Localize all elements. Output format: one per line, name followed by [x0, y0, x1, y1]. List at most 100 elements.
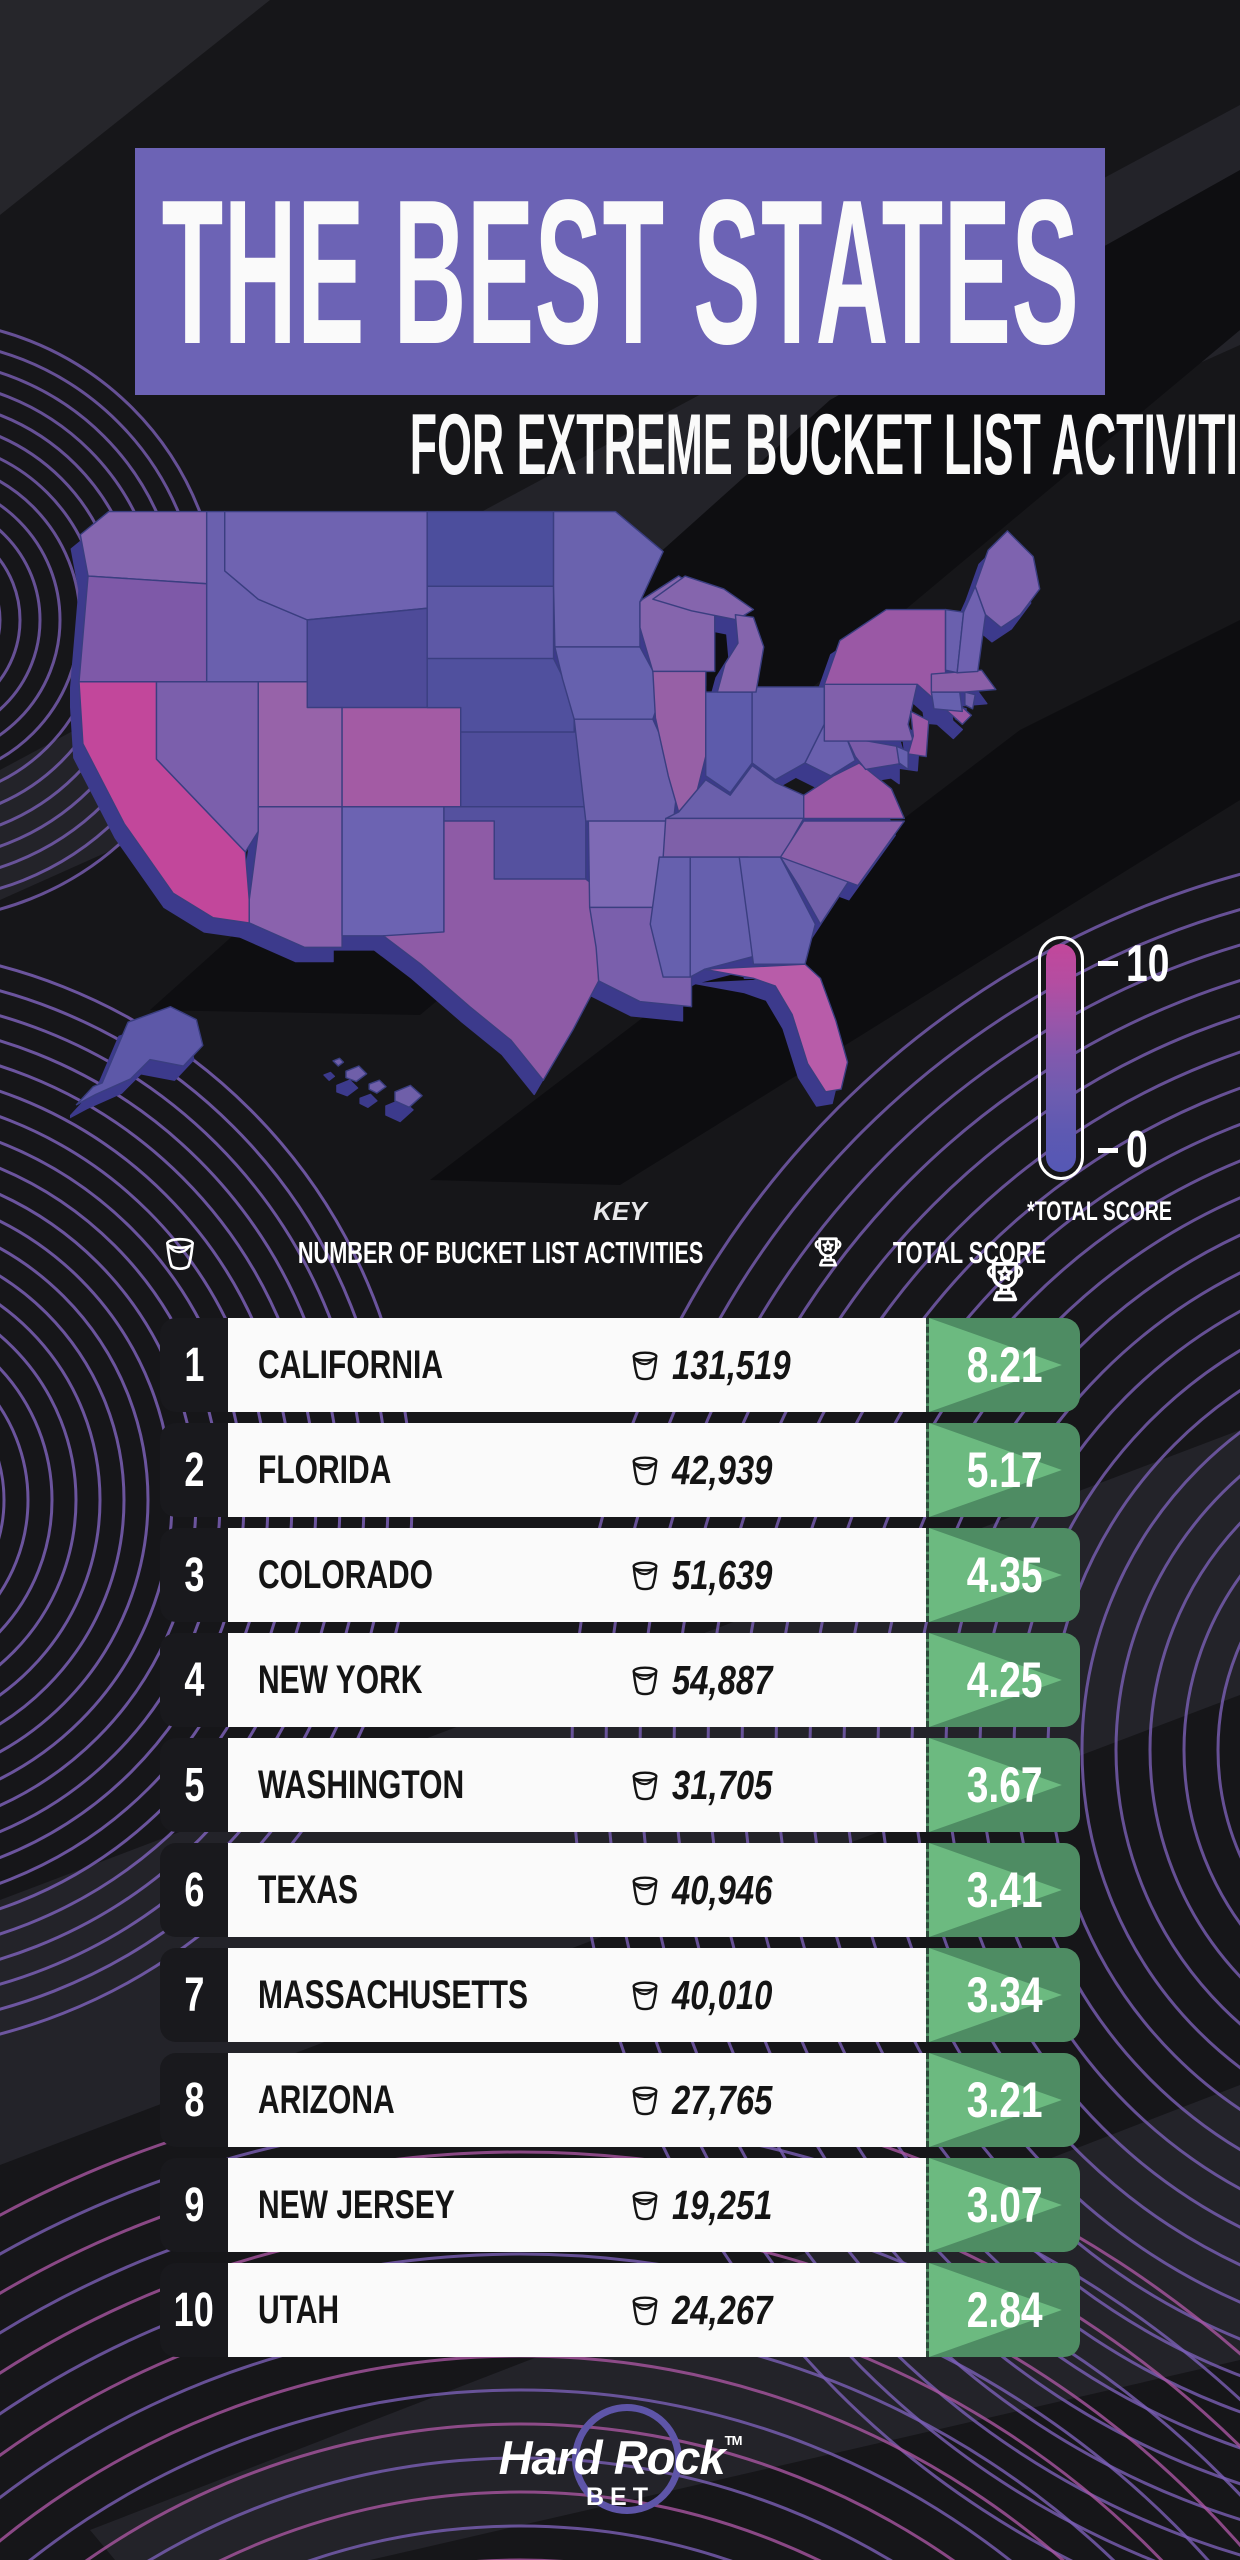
rank-badge: 5	[160, 1738, 228, 1832]
state-SD	[426, 585, 555, 660]
score-cell: 4.25	[926, 1633, 1080, 1727]
state-card: CALIFORNIA 131,519	[228, 1318, 926, 1412]
state-FL	[703, 963, 849, 1093]
state-card: NEW YORK 54,887	[228, 1633, 926, 1727]
state-OR	[78, 575, 208, 683]
bucket-icon	[628, 1768, 662, 1802]
rank-number: 10	[173, 2283, 215, 2337]
score-cell: 5.17	[926, 1423, 1080, 1517]
score-value: 8.21	[966, 1337, 1043, 1393]
state-MI-upper	[652, 575, 755, 621]
score-value: 4.25	[966, 1652, 1043, 1708]
state-name: NEW YORK	[258, 1657, 423, 1702]
rank-number: 2	[183, 1443, 205, 1497]
scale-max-label: 10	[1126, 935, 1170, 993]
table-row: 1 CALIFORNIA 131,519 8.21	[160, 1318, 1080, 1412]
state-MD	[845, 736, 905, 771]
title-banner: THE BEST STATES	[135, 148, 1105, 395]
state-AZ	[248, 806, 343, 949]
table-row: 8 ARIZONA 27,765 3.21	[160, 2053, 1080, 2147]
state-name: MASSACHUSETTS	[258, 1972, 529, 2017]
table-row: 3 COLORADO 51,639 4.35	[160, 1528, 1080, 1622]
scale-caption: *TOTAL SCORE	[1027, 1196, 1173, 1226]
rank-badge: 8	[160, 2053, 228, 2147]
state-name: TEXAS	[258, 1867, 359, 1912]
score-cell: 4.35	[926, 1528, 1080, 1622]
state-name: FLORIDA	[258, 1447, 392, 1492]
table-row: 2 FLORIDA 42,939 5.17	[160, 1423, 1080, 1517]
score-value: 2.84	[966, 2282, 1043, 2338]
rank-badge: 7	[160, 1948, 228, 2042]
state-name: COLORADO	[258, 1552, 433, 1597]
bucket-icon	[161, 1234, 199, 1272]
key-item-label: TOTAL SCORE	[893, 1235, 1047, 1270]
scale-tick-min	[1098, 1148, 1118, 1153]
activities-group: 40,946	[628, 1843, 797, 1937]
rank-number: 9	[183, 2178, 205, 2232]
state-card: NEW JERSEY 19,251	[228, 2158, 926, 2252]
state-name: WASHINGTON	[258, 1762, 465, 1807]
trophy-icon	[978, 1256, 1032, 1310]
activities-group: 31,705	[628, 1738, 797, 1832]
bucket-icon	[628, 1873, 662, 1907]
state-TN	[662, 817, 805, 858]
rank-number: 3	[183, 1548, 205, 1602]
score-cell: 8.21	[926, 1318, 1080, 1412]
rank-number: 7	[183, 1968, 205, 2022]
state-card: UTAH 24,267	[228, 2263, 926, 2357]
score-value: 5.17	[966, 1442, 1043, 1498]
scale-tick-max	[1098, 961, 1118, 966]
key-item-activities: NUMBER OF BUCKET LIST ACTIVITIES	[161, 1234, 790, 1272]
state-TX	[382, 820, 600, 1081]
activities-count: 40,946	[672, 1866, 773, 1913]
state-VA	[803, 762, 905, 820]
state-MS	[649, 856, 691, 978]
bucket-icon	[628, 1663, 662, 1697]
bucket-icon	[628, 1348, 662, 1382]
rank-badge: 9	[160, 2158, 228, 2252]
bucket-icon	[628, 1453, 662, 1487]
logo-bet-label: BET	[585, 2483, 654, 2511]
scale-min-label: 0	[1126, 1121, 1148, 1179]
state-card: ARIZONA 27,765	[228, 2053, 926, 2147]
rank-number: 4	[183, 1653, 205, 1707]
state-card: TEXAS 40,946	[228, 1843, 926, 1937]
rank-badge: 2	[160, 1423, 228, 1517]
trophy-icon	[808, 1233, 848, 1273]
rank-badge: 1	[160, 1318, 228, 1412]
table-row: 5 WASHINGTON 31,705 3.67	[160, 1738, 1080, 1832]
score-cell: 3.67	[926, 1738, 1080, 1832]
activities-group: 131,519	[628, 1318, 820, 1412]
table-row: 4 NEW YORK 54,887 4.25	[160, 1633, 1080, 1727]
rank-badge: 6	[160, 1843, 228, 1937]
trademark-symbol: TM	[724, 2433, 743, 2448]
score-cell: 2.84	[926, 2263, 1080, 2357]
bucket-icon	[628, 2293, 662, 2327]
state-NJ	[907, 710, 930, 758]
key-item-label: NUMBER OF BUCKET LIST ACTIVITIES	[297, 1235, 704, 1270]
map-key: KEY NUMBER OF BUCKET LIST ACTIVITIES TOT…	[0, 1196, 1240, 1273]
state-AK	[75, 1006, 204, 1106]
state-ND	[426, 510, 555, 588]
score-value: 3.07	[966, 2177, 1043, 2233]
state-name: CALIFORNIA	[258, 1342, 443, 1387]
bucket-icon	[628, 1558, 662, 1592]
table-row: 9 NEW JERSEY 19,251 3.07	[160, 2158, 1080, 2252]
state-NM	[341, 806, 445, 937]
rank-number: 6	[183, 1863, 205, 1917]
table-row: 6 TEXAS 40,946 3.41	[160, 1843, 1080, 1937]
state-WY	[306, 607, 428, 709]
state-NC	[779, 820, 905, 887]
state-NH	[956, 585, 987, 674]
state-DE	[895, 745, 909, 771]
us-choropleth-map	[70, 510, 1041, 1123]
state-name: ARIZONA	[258, 2077, 395, 2122]
activities-count: 51,639	[672, 1551, 773, 1598]
ranking-table: 1 CALIFORNIA 131,519 8.21 2 FLORIDA 42,	[160, 1318, 1080, 2368]
activities-count: 131,519	[672, 1341, 791, 1388]
rank-badge: 3	[160, 1528, 228, 1622]
activities-group: 51,639	[628, 1528, 797, 1622]
bucket-icon	[628, 2188, 662, 2222]
score-cell: 3.21	[926, 2053, 1080, 2147]
